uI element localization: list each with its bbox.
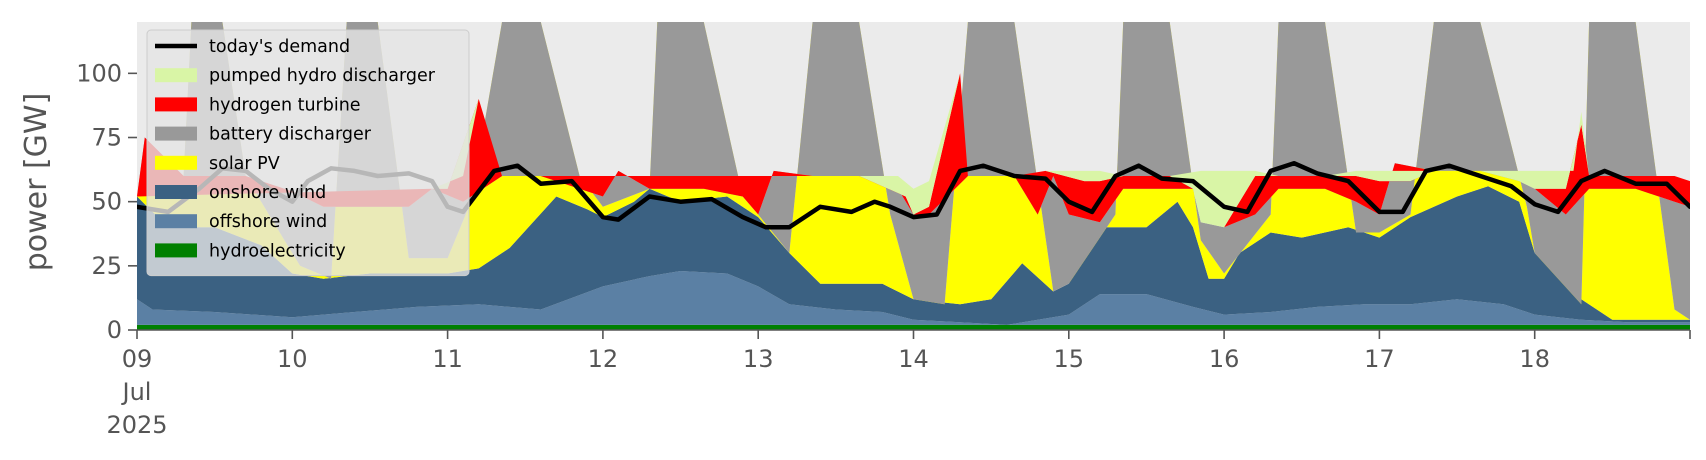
x-tick-label: 09: [122, 345, 153, 373]
x-tick-label: 11: [432, 345, 463, 373]
x-tick-label: 14: [898, 345, 929, 373]
x-tick-label: 17: [1364, 345, 1395, 373]
legend-label: solar PV: [209, 154, 280, 174]
area-battery-discharger: [137, 22, 1690, 320]
y-tick-label: 100: [76, 59, 122, 87]
y-axis: 0 25 50 75 100: [76, 59, 137, 344]
legend-label: hydrogen turbine: [209, 95, 361, 115]
y-tick-label: 75: [91, 124, 122, 152]
legend-swatch: [155, 68, 197, 83]
x-tick-label: 12: [588, 345, 619, 373]
area-hydrogen-turbine: [137, 73, 1690, 228]
legend-swatch: [155, 97, 197, 112]
x-tick-label: 10: [277, 345, 308, 373]
stacked-areas: [137, 22, 1690, 330]
legend-label: onshore wind: [209, 183, 326, 203]
legend-swatch: [155, 214, 197, 229]
x-tick-label: 13: [743, 345, 774, 373]
legend-swatch: [155, 185, 197, 199]
legend-label: today's demand: [209, 37, 350, 57]
area-onshore-wind: [137, 186, 1690, 325]
y-axis-title: power [GW]: [19, 93, 54, 272]
legend-swatch: [155, 126, 197, 141]
legend-frame: [146, 29, 470, 277]
x-tick-label: 15: [1054, 345, 1085, 373]
legend-swatch: [155, 155, 197, 170]
area-pumped-hydro-discharger: [137, 73, 1690, 228]
x-tick-label: Jul: [121, 378, 152, 406]
legend-label: pumped hydro discharger: [209, 66, 436, 86]
y-tick-label: 25: [91, 252, 122, 280]
legend-label: battery discharger: [209, 125, 372, 145]
x-tick-label: 18: [1519, 345, 1550, 373]
legend-label: hydroelectricity: [209, 241, 346, 261]
x-axis: 09 Jul 2025 10 11 12 13 14 15 16 17 18: [106, 329, 1691, 439]
area-offshore-wind: [137, 271, 1690, 325]
legend-swatch: [155, 243, 197, 258]
x-tick-label: 2025: [106, 411, 167, 439]
x-tick-label: 16: [1209, 345, 1240, 373]
area-hydroelectricity: [137, 324, 1690, 330]
y-tick-label: 0: [107, 316, 122, 344]
y-tick-label: 50: [91, 188, 122, 216]
legend-label: offshore wind: [209, 212, 327, 232]
legend: today's demand pumped hydro discharger hyd…: [146, 29, 470, 277]
